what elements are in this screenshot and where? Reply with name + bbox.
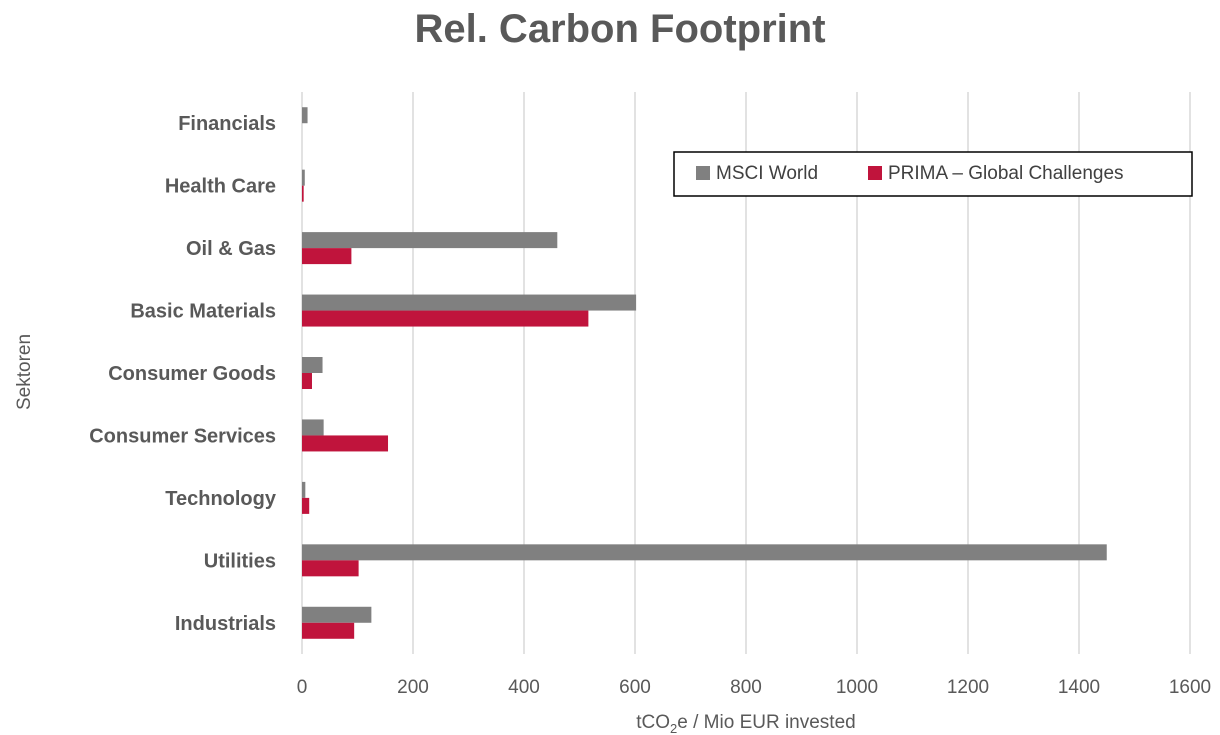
bar-msci-world-utilities bbox=[302, 544, 1107, 561]
bar-msci-world-consumer-services bbox=[302, 419, 324, 436]
y-axis-label: Sektoren bbox=[14, 334, 35, 410]
category-label-consumer-goods: Consumer Goods bbox=[108, 363, 276, 385]
legend-swatch-prima bbox=[868, 166, 882, 180]
chart-title: Rel. Carbon Footprint bbox=[414, 7, 825, 51]
x-tick-label-600: 600 bbox=[619, 677, 651, 698]
x-tick-labels: 0 200 400 600 800 1000 1200 1400 1600 bbox=[297, 677, 1211, 698]
category-label-financials: Financials bbox=[178, 113, 276, 135]
legend-box bbox=[673, 151, 1193, 197]
x-tick-label-1400: 1400 bbox=[1058, 677, 1100, 698]
legend: MSCI World PRIMA – Global Challenges bbox=[673, 151, 1193, 197]
category-label-industrials: Industrials bbox=[175, 613, 276, 635]
category-label-health-care: Health Care bbox=[165, 176, 276, 198]
x-tick-label-200: 200 bbox=[397, 677, 429, 698]
bar-msci-world-technology bbox=[302, 481, 306, 498]
bar-msci-world-health-care bbox=[302, 169, 305, 186]
bar-prima-global-challenges-utilities bbox=[302, 560, 359, 577]
category-label-oil-gas: Oil & Gas bbox=[186, 238, 276, 260]
category-label-consumer-services: Consumer Services bbox=[89, 425, 276, 447]
legend-label-prima: PRIMA – Global Challenges bbox=[888, 163, 1124, 184]
x-tick-label-800: 800 bbox=[730, 677, 762, 698]
category-label-technology: Technology bbox=[165, 488, 277, 510]
x-tick-label-400: 400 bbox=[508, 677, 540, 698]
category-labels: Financials Health Care Oil & Gas Basic Mate… bbox=[89, 113, 277, 635]
bar-msci-world-industrials bbox=[302, 606, 372, 623]
x-axis-label-part-2: e / Mio EUR invested bbox=[677, 712, 855, 733]
bar-prima-global-challenges-consumer-services bbox=[302, 435, 389, 452]
x-tick-label-1000: 1000 bbox=[836, 677, 878, 698]
legend-label-msci-world: MSCI World bbox=[716, 163, 818, 184]
bar-msci-world-basic-materials bbox=[302, 294, 637, 311]
bar-msci-world-financials bbox=[302, 107, 308, 124]
x-tick-label-1600: 1600 bbox=[1169, 677, 1211, 698]
bar-prima-global-challenges-health-care bbox=[302, 185, 304, 202]
x-axis-label-subscript: 2 bbox=[670, 721, 677, 735]
bar-prima-global-challenges-consumer-goods bbox=[302, 373, 312, 389]
bar-prima-global-challenges-industrials bbox=[302, 622, 355, 639]
x-tick-label-0: 0 bbox=[297, 677, 308, 698]
bar-prima-global-challenges-technology bbox=[302, 497, 310, 514]
bar-msci-world-oil-gas bbox=[302, 232, 558, 249]
category-label-basic-materials: Basic Materials bbox=[130, 301, 276, 323]
bars bbox=[302, 107, 1107, 639]
x-axis-label-part-1: tCO bbox=[636, 712, 670, 733]
bar-msci-world-consumer-goods bbox=[302, 357, 323, 373]
bar-prima-global-challenges-oil-gas bbox=[302, 248, 352, 265]
category-label-utilities: Utilities bbox=[204, 550, 276, 572]
x-axis-label: tCO2e / Mio EUR invested bbox=[636, 712, 855, 735]
bar-prima-global-challenges-basic-materials bbox=[302, 310, 589, 327]
x-tick-label-1200: 1200 bbox=[947, 677, 989, 698]
legend-swatch-msci-world bbox=[696, 166, 710, 180]
